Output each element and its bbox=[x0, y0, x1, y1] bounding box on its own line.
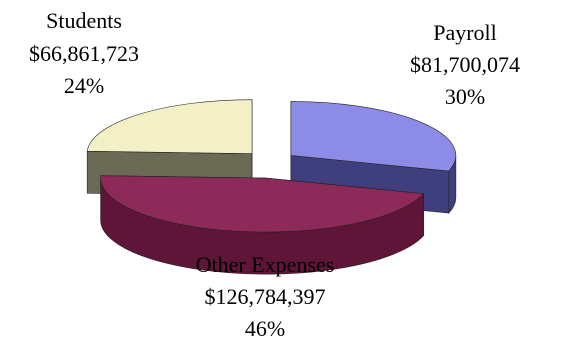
label-payroll-percent: 30% bbox=[445, 84, 485, 109]
pie-slice-other-expenses bbox=[100, 175, 425, 233]
label-students: Students $66,861,723 24% bbox=[29, 8, 139, 98]
label-payroll: Payroll $81,700,074 30% bbox=[410, 20, 520, 109]
label-other-expenses: Other Expenses $126,784,397 46% bbox=[196, 252, 335, 341]
label-payroll-value: $81,700,074 bbox=[410, 52, 520, 77]
label-students-name: Students bbox=[46, 8, 122, 33]
label-payroll-name: Payroll bbox=[433, 20, 497, 45]
pie-slice-students bbox=[86, 99, 253, 154]
pie-slice-payroll bbox=[290, 101, 457, 172]
label-other-expenses-value: $126,784,397 bbox=[205, 284, 326, 309]
label-other-expenses-percent: 46% bbox=[245, 316, 285, 341]
label-other-expenses-name: Other Expenses bbox=[196, 252, 335, 277]
label-students-percent: 24% bbox=[64, 73, 104, 98]
pie-slice-tops bbox=[86, 99, 457, 233]
label-students-value: $66,861,723 bbox=[29, 41, 139, 66]
